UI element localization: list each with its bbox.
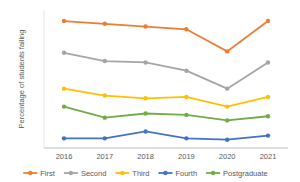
legend-label: Postgraduate bbox=[223, 169, 268, 178]
legend-marker bbox=[163, 171, 167, 175]
series-line bbox=[64, 107, 268, 121]
y-axis-label: Percentage of students failing bbox=[17, 30, 26, 129]
series-marker bbox=[103, 22, 107, 26]
y-axis bbox=[44, 10, 45, 148]
x-tick-label: 2016 bbox=[56, 152, 73, 161]
series-marker bbox=[266, 60, 270, 64]
legend-marker bbox=[28, 171, 32, 175]
series-marker bbox=[103, 115, 107, 119]
series-marker bbox=[143, 24, 147, 28]
chart: 2016 2017 2018 2019 2020 2021 Percentage of st… bbox=[0, 0, 300, 182]
series-marker bbox=[266, 95, 270, 99]
legend-label: First bbox=[40, 169, 55, 178]
series-marker bbox=[103, 136, 107, 140]
series-line bbox=[64, 53, 268, 89]
series-marker bbox=[62, 51, 66, 55]
x-tick-label: 2017 bbox=[96, 152, 113, 161]
series-marker bbox=[184, 95, 188, 99]
x-tick-label: 2020 bbox=[219, 152, 236, 161]
plot-area bbox=[62, 19, 270, 142]
legend-label: Second bbox=[81, 169, 106, 178]
legend-marker bbox=[69, 171, 73, 175]
series-marker bbox=[266, 19, 270, 23]
x-tick-label: 2018 bbox=[137, 152, 154, 161]
series-marker bbox=[184, 27, 188, 31]
series-line bbox=[64, 89, 268, 107]
series-marker bbox=[62, 86, 66, 90]
series-line bbox=[64, 21, 268, 51]
series-line bbox=[64, 131, 268, 139]
legend: First Second Third Fourth Postgraduate bbox=[23, 169, 267, 178]
series-marker bbox=[184, 136, 188, 140]
series-marker bbox=[225, 104, 229, 108]
legend-label: Fourth bbox=[175, 169, 197, 178]
x-tick-label: 2019 bbox=[178, 152, 195, 161]
series-marker bbox=[143, 96, 147, 100]
chart-container: 2016 2017 2018 2019 2020 2021 Percentage of st… bbox=[0, 0, 300, 182]
series-marker bbox=[143, 129, 147, 133]
series-marker bbox=[225, 118, 229, 122]
series-marker bbox=[143, 60, 147, 64]
series-marker bbox=[143, 111, 147, 115]
series-marker bbox=[103, 93, 107, 97]
series-marker bbox=[266, 114, 270, 118]
series-marker bbox=[266, 133, 270, 137]
series-marker bbox=[62, 19, 66, 23]
series-marker bbox=[225, 49, 229, 53]
series-marker bbox=[184, 69, 188, 73]
series-marker bbox=[62, 104, 66, 108]
legend-marker bbox=[211, 171, 215, 175]
series-marker bbox=[103, 59, 107, 63]
series-marker bbox=[225, 86, 229, 90]
series-marker bbox=[184, 113, 188, 117]
series-marker bbox=[62, 136, 66, 140]
x-tick-label: 2021 bbox=[260, 152, 277, 161]
legend-marker bbox=[120, 171, 124, 175]
x-axis bbox=[44, 148, 288, 149]
series-marker bbox=[225, 138, 229, 142]
legend-label: Third bbox=[132, 169, 149, 178]
